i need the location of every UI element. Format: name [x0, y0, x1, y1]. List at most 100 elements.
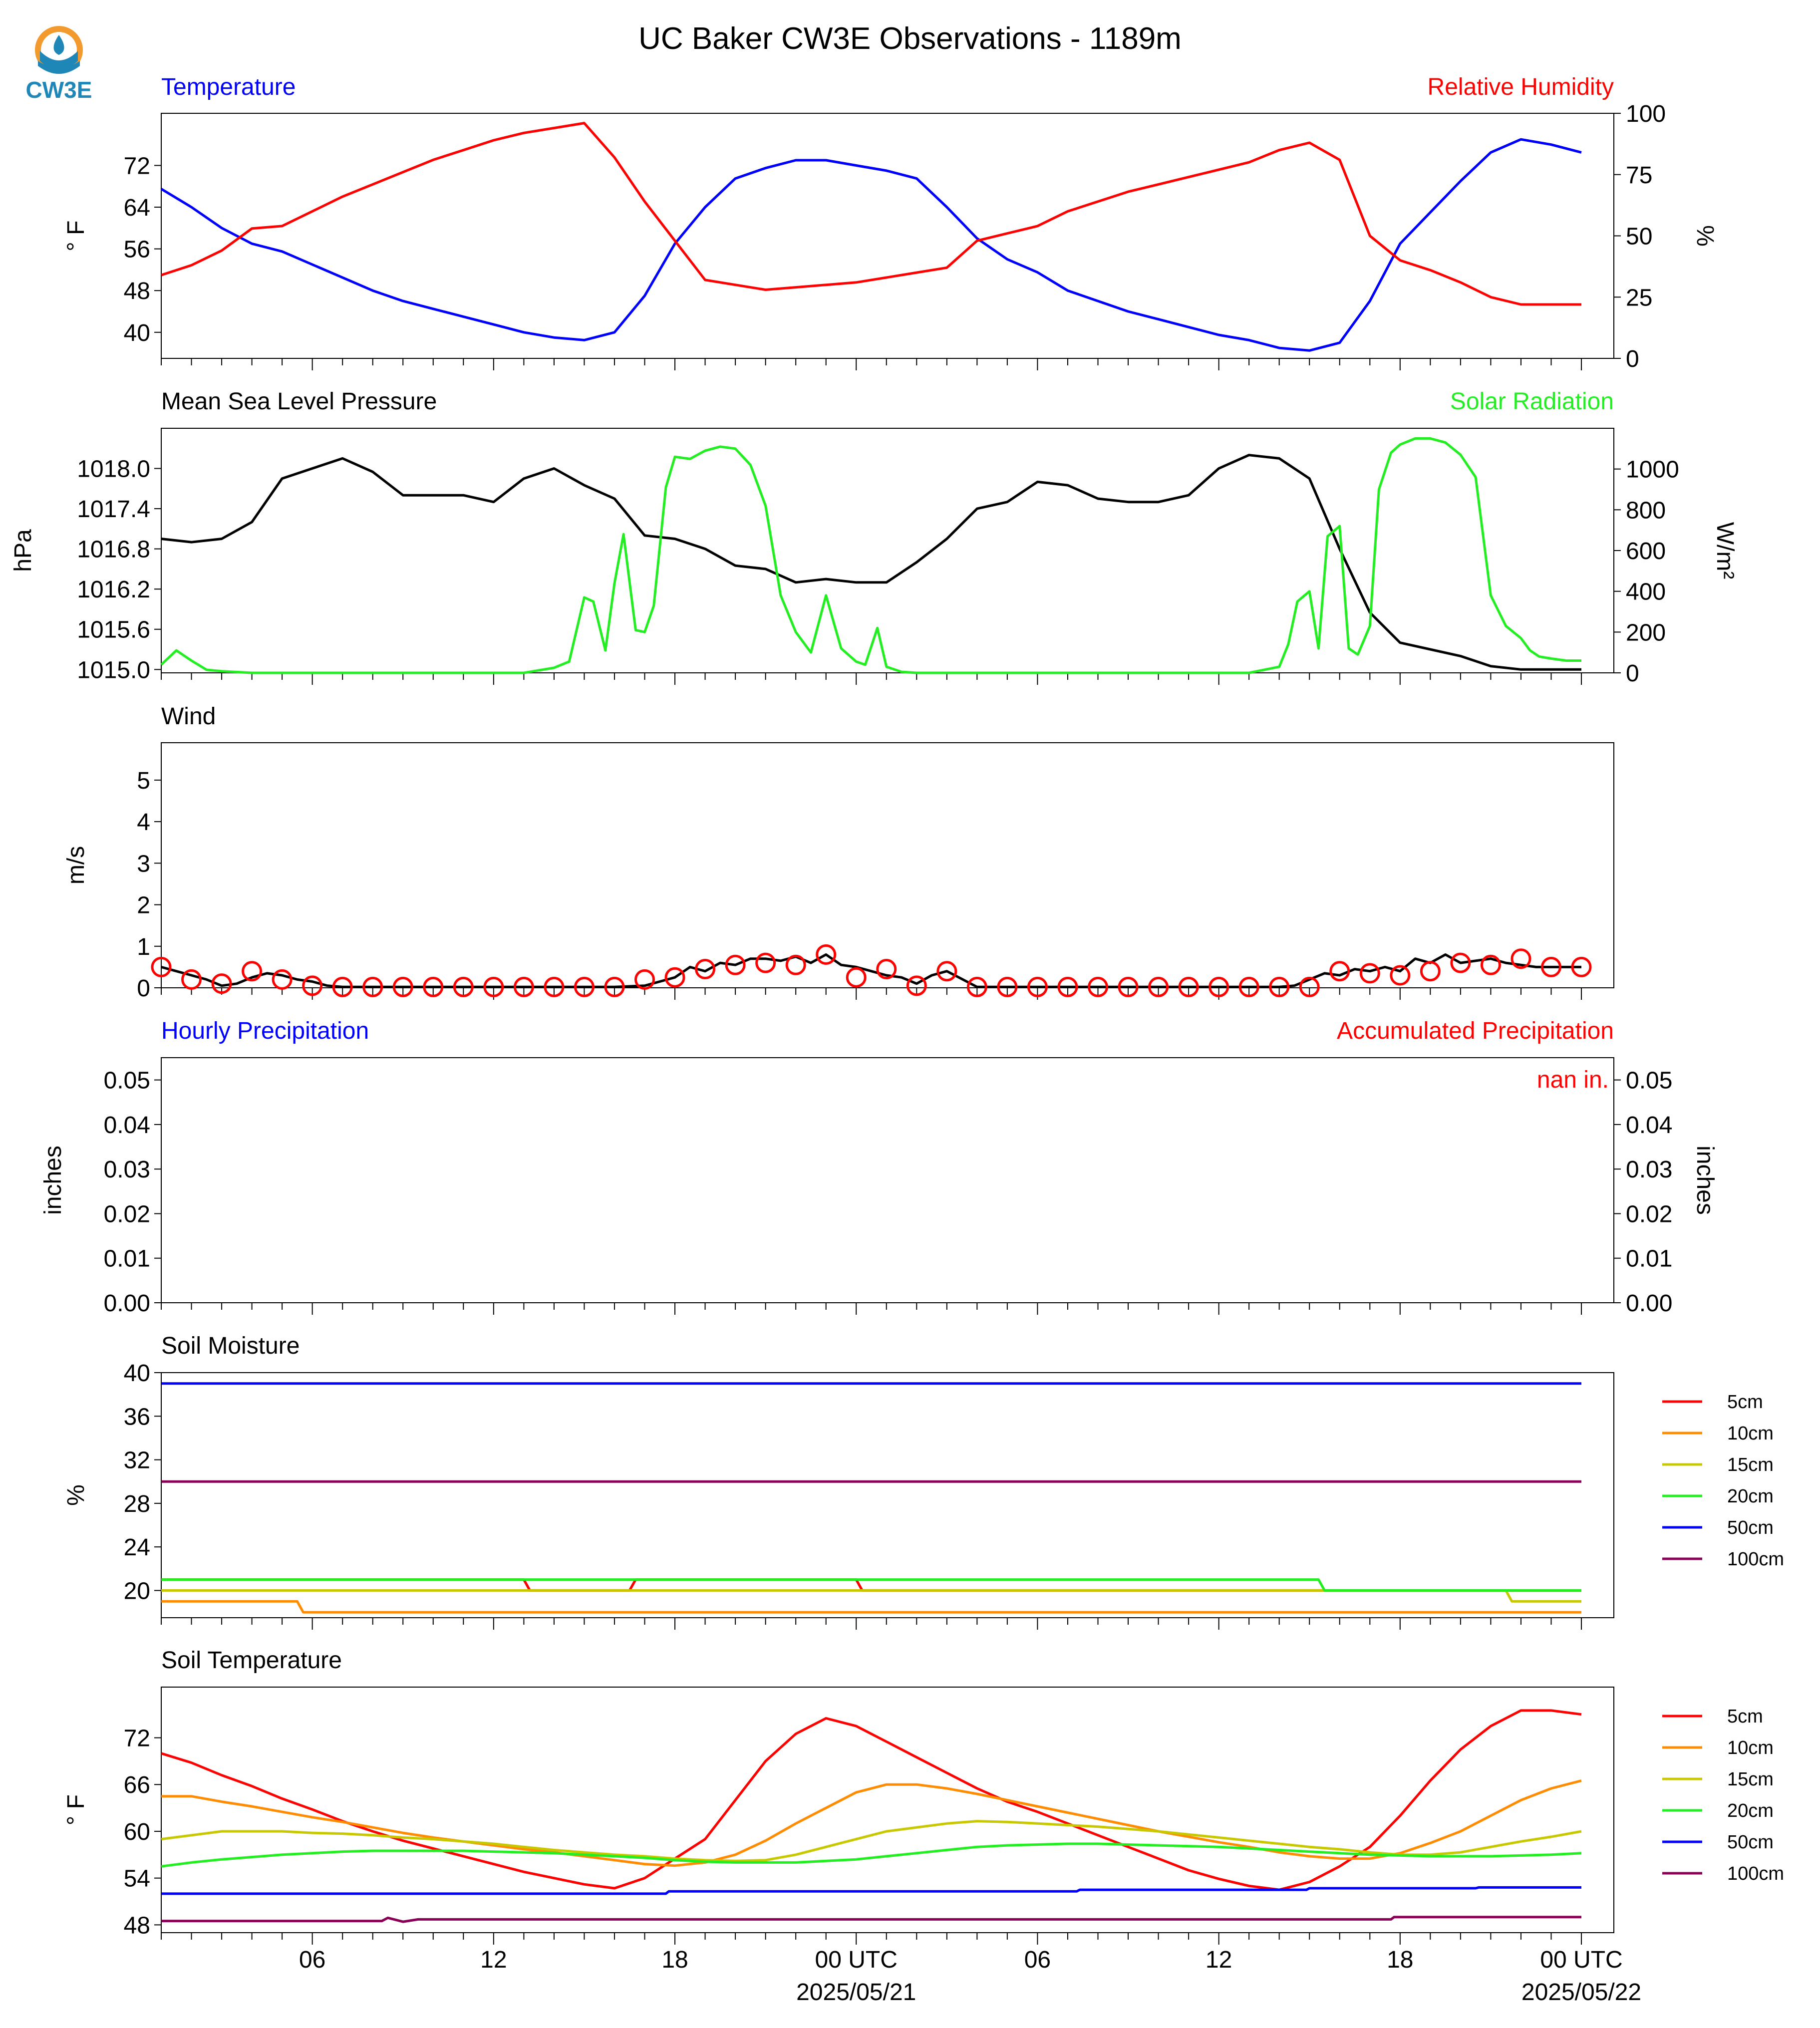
series-line-10cm [161, 1779, 1582, 1867]
y-tick-label-right: 800 [1626, 497, 1666, 524]
y-tick-label-left: 40 [124, 320, 150, 346]
y-tick-label-left: 64 [124, 195, 150, 221]
series-line-10cm [161, 1600, 1581, 1614]
wind-marker [876, 959, 897, 980]
panel-title-left: Wind [161, 703, 216, 730]
y-tick-label-right: 75 [1626, 162, 1652, 189]
legend-label: 5cm [1727, 1706, 1763, 1727]
series-line-solar-radiation [160, 437, 1581, 674]
wind-marker [1118, 976, 1139, 997]
logo-text: CW3E [26, 77, 92, 103]
y-axis-label-right: % [1692, 225, 1718, 247]
legend: 5cm 10cm 15cm 20cm 50cm 100cm [1662, 1706, 1784, 1884]
legend: 5cm 10cm 15cm 20cm 50cm 100cm [1662, 1392, 1784, 1570]
wind-marker [604, 976, 625, 997]
y-axis-label-left: m/s [63, 846, 89, 884]
wind-marker [392, 976, 413, 997]
x-tick-label: 18 [1387, 1947, 1413, 1973]
panel-title-right: Relative Humidity [1428, 74, 1614, 100]
wind-marker [574, 976, 595, 997]
y-tick-label-left: 0 [137, 975, 150, 1002]
series-line-50cm [161, 1886, 1581, 1895]
wind-marker [1540, 956, 1561, 977]
panel-title-left: Hourly Precipitation [161, 1018, 369, 1044]
plot-frame [161, 1057, 1614, 1303]
legend-label: 15cm [1727, 1769, 1774, 1790]
wind-marker [1087, 976, 1108, 997]
series-line-100cm [161, 1916, 1581, 1923]
y-tick-label-left: 1015.0 [77, 657, 150, 683]
x-tick-label: 12 [480, 1947, 507, 1973]
y-tick-label-left: 32 [124, 1448, 150, 1474]
y-tick-label-left: 48 [124, 1912, 150, 1939]
series-line-20cm [161, 1842, 1582, 1868]
y-tick-label-right: 0.01 [1626, 1246, 1672, 1272]
wind-marker [725, 954, 746, 975]
y-tick-label-left: 1017.4 [77, 496, 150, 523]
wind-marker [997, 976, 1018, 997]
wind-marker [1571, 956, 1592, 977]
legend-label: 10cm [1727, 1738, 1774, 1758]
y-tick-label-right: 100 [1626, 101, 1666, 127]
wind-marker [1511, 948, 1531, 969]
y-tick-label-left: 3 [137, 851, 150, 877]
wind-marker [695, 959, 716, 980]
series-line-20cm [161, 1578, 1581, 1592]
cw3e-logo: CW3E [26, 26, 92, 103]
legend-label: 100cm [1727, 1549, 1784, 1570]
y-tick-label-left: 0.01 [104, 1246, 150, 1272]
wind-marker [1480, 954, 1501, 975]
plot-frame [161, 742, 1614, 988]
y-tick-label-right: 400 [1626, 579, 1666, 605]
panel-temp_rh: Temperature Relative Humidity 40 48 56 64 72 ° … [63, 74, 1718, 372]
plot-frame [161, 1372, 1614, 1618]
legend-label: 100cm [1727, 1863, 1784, 1884]
series-line-relative-humidity [161, 122, 1581, 306]
y-tick-label-left: 0.00 [104, 1290, 150, 1317]
x-date-label: 2025/05/21 [796, 1979, 916, 2006]
wind-marker [936, 961, 957, 982]
wind-marker [1269, 976, 1290, 997]
y-axis-label-left: ° F [63, 1794, 89, 1825]
y-axis-label-left: ° F [63, 221, 89, 252]
y-tick-label-left: 0.05 [104, 1068, 150, 1094]
wind-marker [1359, 963, 1380, 984]
y-tick-label-left: 54 [124, 1866, 150, 1892]
accumulated-value-annotation: nan in. [1537, 1067, 1609, 1093]
y-tick-label-left: 36 [124, 1404, 150, 1430]
series-wind-markers [151, 944, 1592, 997]
wind-marker [1329, 961, 1350, 982]
x-tick-label: 06 [1024, 1947, 1051, 1973]
y-tick-label-left: 60 [124, 1819, 150, 1845]
wind-marker [906, 975, 927, 996]
y-tick-label-left: 72 [124, 1726, 150, 1752]
page-title: UC Baker CW3E Observations - 1189m [638, 21, 1182, 56]
y-tick-label-left: 28 [124, 1491, 150, 1517]
wind-marker [211, 973, 232, 994]
wind-marker [332, 976, 353, 997]
y-tick-label-right: 0 [1626, 660, 1639, 687]
panel-soil_moisture: Soil Moisture 20 24 28 32 36 40% 5cm 10cm 15cm 20c… [63, 1333, 1784, 1630]
y-tick-label-left: 40 [124, 1360, 150, 1387]
series-line-5cm [161, 1578, 1581, 1592]
y-tick-label-right: 25 [1626, 285, 1652, 311]
wind-marker [1148, 976, 1169, 997]
wind-marker [181, 969, 202, 990]
y-tick-label-left: 20 [124, 1578, 150, 1604]
y-tick-label-left: 4 [137, 809, 150, 836]
wind-marker [785, 954, 806, 975]
y-axis-label-left: % [63, 1484, 89, 1506]
y-tick-label-right: 0.02 [1626, 1201, 1672, 1227]
wind-marker [1057, 976, 1078, 997]
panel-title-left: Temperature [161, 74, 296, 100]
legend-label: 20cm [1727, 1800, 1774, 1821]
wind-marker [423, 976, 444, 997]
legend-label: 50cm [1727, 1517, 1774, 1538]
x-tick-label: 06 [299, 1947, 325, 1973]
y-tick-label-right: 0.04 [1626, 1112, 1672, 1139]
wind-marker [1238, 976, 1259, 997]
panel-wind: Wind 0 1 2 3 4 5 m/s [63, 703, 1614, 1002]
wind-marker [1420, 961, 1441, 982]
panel-title-right: Solar Radiation [1450, 388, 1614, 415]
